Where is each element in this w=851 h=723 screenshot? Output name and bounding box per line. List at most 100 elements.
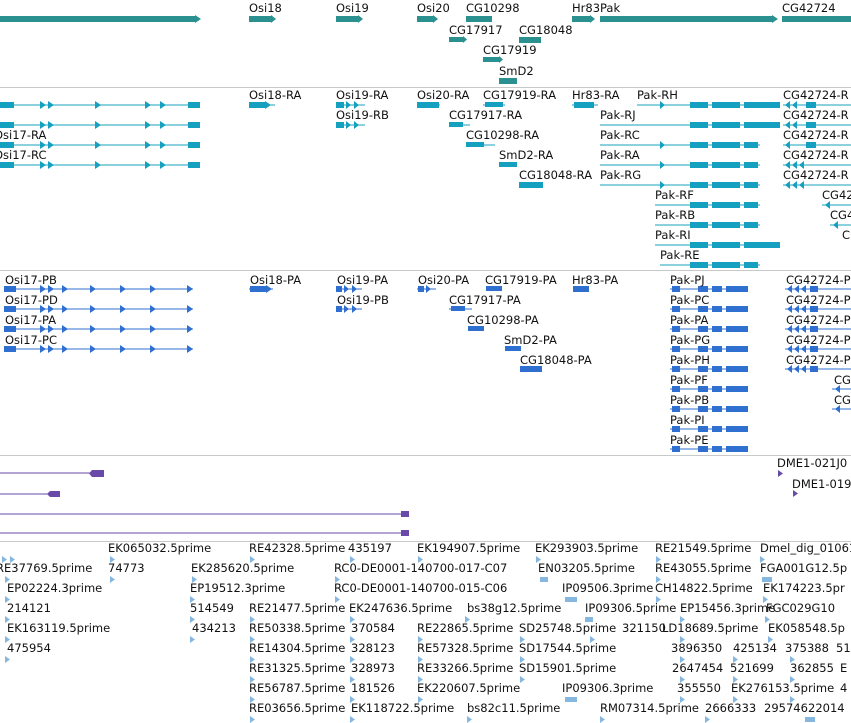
gene-label[interactable]: CG17919: [483, 43, 537, 57]
gene-label[interactable]: CG10298: [466, 1, 520, 15]
est-label[interactable]: EK220607.5prime: [417, 681, 520, 695]
est-label[interactable]: FGA001G12.5p: [760, 561, 847, 575]
est-label[interactable]: RE37769.5prime: [0, 561, 92, 575]
est-label[interactable]: 521699: [730, 661, 774, 675]
transcript-label[interactable]: Osi17-RA: [0, 128, 47, 142]
est-label[interactable]: EK174223.5pr: [763, 581, 845, 595]
est-label[interactable]: RE43055.5prime: [655, 561, 751, 575]
transcript-label[interactable]: CG42724-P: [786, 353, 851, 367]
transcript-label[interactable]: CG: [834, 373, 851, 387]
est-label[interactable]: RE33266.5prime: [417, 661, 513, 675]
est-label[interactable]: 370584: [351, 621, 395, 635]
transcript-label[interactable]: Osi18-RA: [249, 88, 302, 102]
est-label[interactable]: 435197: [348, 541, 392, 555]
transcript-label[interactable]: CG17917-RA: [449, 108, 522, 122]
transcript-label[interactable]: Osi17-PC: [5, 333, 57, 347]
est-label[interactable]: EK163119.5prime: [7, 621, 110, 635]
est-label[interactable]: RC0-DE0001-140700-015-C06: [334, 581, 507, 595]
est-label[interactable]: 22014: [808, 701, 845, 715]
est-label[interactable]: IP09306.3prime: [562, 681, 653, 695]
est-label[interactable]: LD18689.5prime: [662, 621, 758, 635]
transcript-label[interactable]: Osi17-PB: [5, 273, 57, 287]
transcript-label[interactable]: SmD2-PA: [504, 333, 557, 347]
transcript-label[interactable]: Hr83-PA: [572, 273, 618, 287]
transcript-label[interactable]: Osi17-PD: [5, 293, 58, 307]
transcript-label[interactable]: CG42724-P: [786, 273, 851, 287]
est-label[interactable]: IP09506.3prime: [562, 581, 653, 595]
est-label[interactable]: 2647454: [672, 661, 723, 675]
transcript-label[interactable]: CG17919-RA: [483, 88, 556, 102]
est-label[interactable]: 321150: [622, 621, 666, 635]
est-label[interactable]: RE21549.5prime: [655, 541, 751, 555]
est-label[interactable]: RE42328.5prime: [249, 541, 345, 555]
est-label[interactable]: EK118722.5prime: [351, 701, 454, 715]
transcript-label[interactable]: Pak-RC: [600, 128, 640, 142]
est-label[interactable]: 425134: [733, 641, 777, 655]
est-label[interactable]: EK276153.5prime: [731, 681, 834, 695]
transcript-label[interactable]: Pak-PB: [670, 393, 709, 407]
transcript-label[interactable]: CG: [834, 393, 851, 407]
est-label[interactable]: 2666333: [705, 701, 756, 715]
gene-features[interactable]: [0, 15, 851, 84]
est-track[interactable]: EK065032.5prime RE42328.5prime 435197 EK…: [0, 541, 851, 723]
est-label[interactable]: RE57328.5prime: [417, 641, 513, 655]
transcript-label[interactable]: Pak-RB: [655, 208, 695, 222]
est-label[interactable]: Dmel_dig_01061: [760, 541, 851, 555]
est-label[interactable]: 434213: [192, 621, 236, 635]
gene-label[interactable]: Osi20: [417, 1, 450, 15]
est-label[interactable]: 514549: [190, 601, 234, 615]
est-label[interactable]: EK293903.5prime: [535, 541, 638, 555]
transcript-label[interactable]: Hr83-RA: [572, 88, 620, 102]
transcript-label[interactable]: Osi19-PB: [337, 293, 389, 307]
transcript-label[interactable]: Pak-RG: [600, 168, 641, 182]
transcript-label[interactable]: CG42724-R: [783, 108, 849, 122]
transcript-label[interactable]: CG18048-RA: [519, 168, 592, 182]
transcript-label[interactable]: Pak-PA: [670, 313, 708, 327]
est-label[interactable]: RC0-DE0001-140700-017-C07: [334, 561, 507, 575]
est-label[interactable]: FGC029G10: [766, 601, 835, 615]
gene-label[interactable]: CG18048: [519, 23, 573, 37]
transcript-label[interactable]: CG42724-R: [783, 148, 849, 162]
transcript-label[interactable]: Pak-PC: [670, 293, 709, 307]
transcript-label[interactable]: Pak-RA: [600, 148, 640, 162]
est-label[interactable]: 51: [836, 641, 851, 655]
transcript-label[interactable]: Pak-RH: [637, 88, 678, 102]
est-label[interactable]: 181526: [351, 681, 395, 695]
transcript-label[interactable]: Pak-PG: [670, 333, 710, 347]
est-label[interactable]: 355550: [677, 681, 721, 695]
transcript-label[interactable]: Pak-PI: [670, 413, 705, 427]
transcript-label[interactable]: CG4: [830, 208, 851, 222]
transcript-label[interactable]: Osi20-PA: [418, 273, 469, 287]
transcript-label[interactable]: Pak-RF: [655, 188, 694, 202]
est-label[interactable]: EP15456.3prime: [680, 601, 775, 615]
transcript-label[interactable]: CG17917-PA: [449, 293, 521, 307]
gene-label[interactable]: CG42724: [782, 1, 836, 15]
est-label[interactable]: SD17544.5prime: [519, 641, 616, 655]
est-label[interactable]: bs82c11.5prime: [467, 701, 560, 715]
transcript-label[interactable]: Osi17-RC: [0, 148, 46, 162]
est-label[interactable]: RM07314.5prime: [600, 701, 699, 715]
est-label[interactable]: 3896350: [671, 641, 722, 655]
transcript-label[interactable]: CG42724-R: [783, 128, 849, 142]
cdna-exons[interactable]: [47, 470, 798, 536]
est-label[interactable]: 375388: [785, 641, 829, 655]
est-label[interactable]: EK194907.5prime: [417, 541, 520, 555]
est-label[interactable]: EK285620.5prime: [191, 561, 294, 575]
transcript-label[interactable]: Pak-PE: [670, 433, 708, 447]
transcript-track-2[interactable]: Osi17-PB Osi18-PA Osi19-PA Osi20-PA CG17…: [4, 273, 851, 452]
est-label[interactable]: IP09306.5prime: [585, 601, 676, 615]
transcript-exons-2[interactable]: [4, 285, 840, 452]
transcript-label[interactable]: Pak-RJ: [600, 108, 636, 122]
est-label[interactable]: RE03656.5prime: [249, 701, 345, 715]
est-label[interactable]: EK247636.5prime: [349, 601, 452, 615]
gene-label[interactable]: Osi19: [336, 1, 369, 15]
est-label[interactable]: RE50338.5prime: [249, 621, 345, 635]
transcript-label[interactable]: CG42724-P: [786, 313, 851, 327]
transcript-label[interactable]: CG42724-R: [783, 168, 849, 182]
transcript-label[interactable]: CG18048-PA: [520, 353, 592, 367]
gene-label[interactable]: CG17917: [449, 23, 503, 37]
gene-label[interactable]: Osi18: [249, 1, 282, 15]
est-label[interactable]: bs38g12.5prime: [467, 601, 561, 615]
transcript-label[interactable]: CG10298-PA: [467, 313, 539, 327]
cdna-track[interactable]: DME1-021J0 DME1-019: [0, 456, 851, 536]
